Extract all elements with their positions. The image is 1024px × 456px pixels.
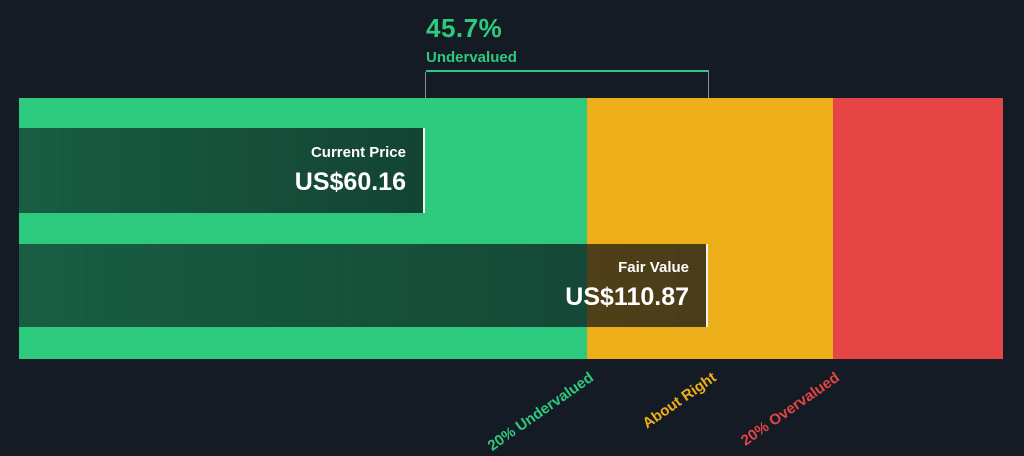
current-price-bar: Current Price US$60.16: [19, 128, 425, 213]
bracket-top-line: [426, 70, 709, 72]
zone-label-undervalued: 20% Undervalued: [484, 369, 597, 455]
current-price-label: Current Price: [310, 144, 406, 161]
fair-value-bar: Fair Value US$110.87: [19, 244, 708, 327]
fair-value-value: US$110.87: [565, 283, 689, 311]
zone-label-overvalued: 20% Overvalued: [738, 369, 843, 450]
fair-value-label: Fair Value: [618, 259, 689, 276]
current-price-value: US$60.16: [294, 168, 406, 196]
zone-label-about-right: About Right: [639, 369, 720, 433]
discount-annotation: 45.7% Undervalued: [426, 13, 517, 66]
zone-overvalued: [833, 98, 1003, 359]
discount-label: Undervalued: [426, 49, 517, 66]
valuation-zone-bar: Current Price US$60.16 Fair Value US$110…: [19, 98, 1003, 359]
discount-percent: 45.7%: [426, 13, 503, 43]
